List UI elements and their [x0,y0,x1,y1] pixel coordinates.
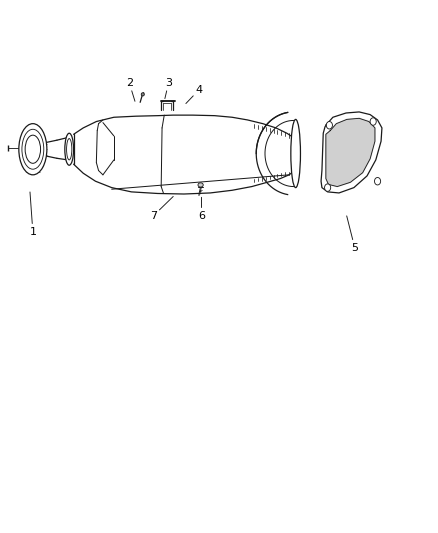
Polygon shape [321,112,382,193]
Ellipse shape [374,177,381,185]
Ellipse shape [326,122,332,129]
Ellipse shape [198,183,203,187]
Ellipse shape [25,135,41,163]
Ellipse shape [65,133,74,165]
Ellipse shape [325,184,331,191]
Text: 2: 2 [126,78,135,101]
Ellipse shape [291,119,300,188]
Text: 4: 4 [186,85,203,103]
Text: 3: 3 [165,78,172,99]
Ellipse shape [19,124,47,175]
Text: 7: 7 [150,197,173,221]
Text: 5: 5 [347,216,358,253]
Polygon shape [326,118,375,187]
Text: 6: 6 [198,197,205,221]
Ellipse shape [141,93,145,96]
Ellipse shape [370,118,376,125]
Text: 1: 1 [29,192,36,237]
